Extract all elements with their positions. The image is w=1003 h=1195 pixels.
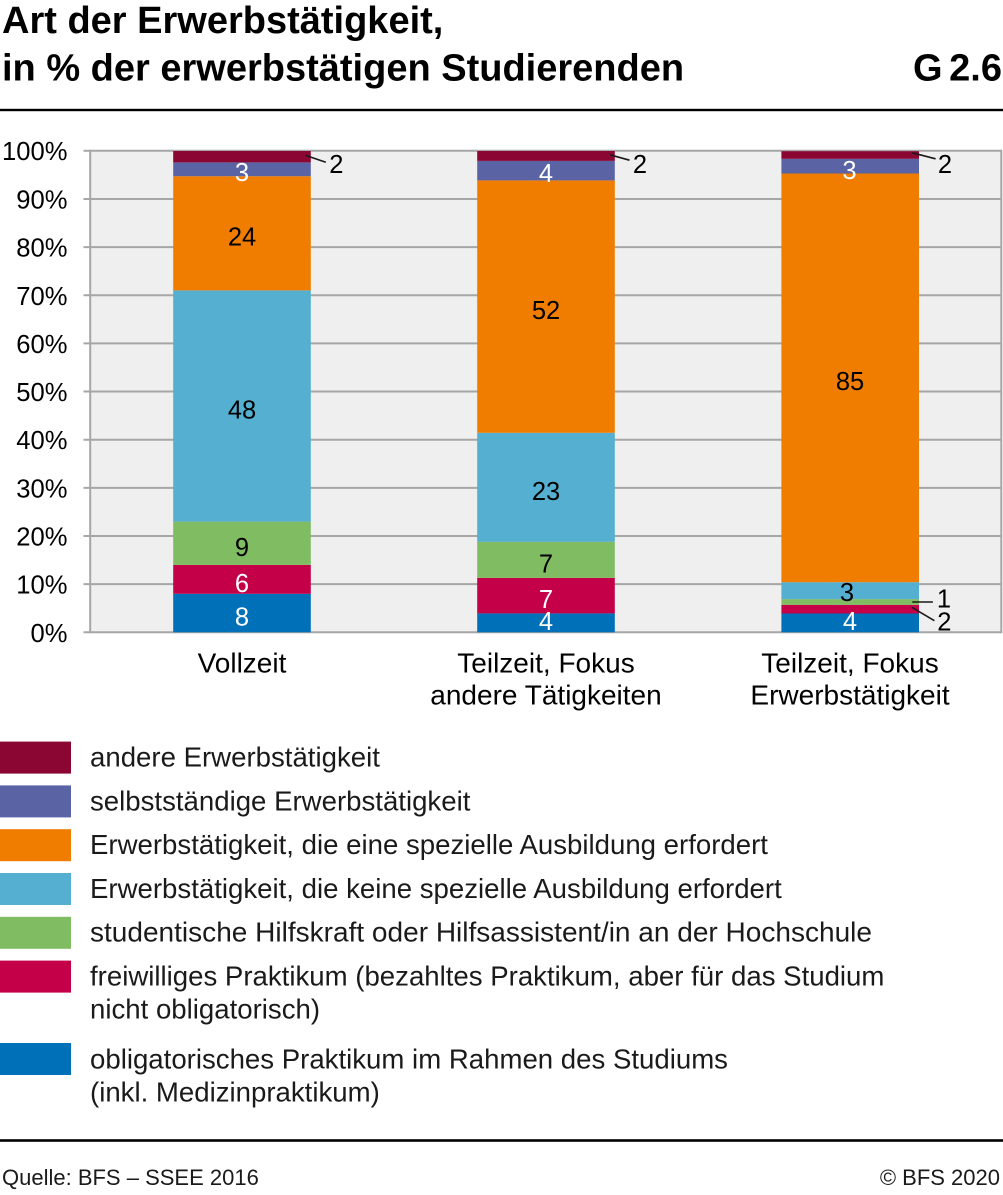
- svg-text:Erwerbstätigkeit, die keine sp: Erwerbstätigkeit, die keine spezielle Au…: [90, 873, 782, 904]
- svg-text:Vollzeit: Vollzeit: [198, 648, 287, 679]
- svg-text:52: 52: [532, 297, 560, 325]
- svg-text:50%: 50%: [16, 379, 67, 407]
- svg-text:30%: 30%: [16, 475, 67, 503]
- svg-text:selbstständige Erwerbstätigkei: selbstständige Erwerbstätigkeit: [90, 785, 471, 816]
- svg-text:3: 3: [840, 579, 854, 607]
- svg-text:2: 2: [633, 151, 647, 179]
- svg-text:90%: 90%: [16, 186, 67, 214]
- svg-text:2: 2: [329, 151, 343, 179]
- svg-text:0%: 0%: [31, 620, 68, 648]
- svg-text:6: 6: [235, 570, 249, 598]
- svg-text:10%: 10%: [16, 572, 67, 600]
- svg-text:andere Erwerbstätigkeit: andere Erwerbstätigkeit: [90, 742, 380, 773]
- svg-text:(inkl. Medizinpraktikum): (inkl. Medizinpraktikum): [90, 1077, 380, 1108]
- svg-text:3: 3: [842, 157, 856, 185]
- svg-text:Quelle: BFS – SSEE 2016: Quelle: BFS – SSEE 2016: [2, 1165, 259, 1190]
- svg-text:4: 4: [539, 608, 553, 636]
- svg-text:© BFS 2020: © BFS 2020: [880, 1165, 1000, 1190]
- svg-text:Erwerbstätigkeit: Erwerbstätigkeit: [750, 680, 949, 711]
- svg-text:24: 24: [228, 223, 256, 251]
- svg-text:G 2.6: G 2.6: [913, 47, 1002, 89]
- svg-text:2: 2: [937, 608, 951, 636]
- svg-text:nicht obligatorisch): nicht obligatorisch): [90, 994, 320, 1025]
- svg-text:20%: 20%: [16, 524, 67, 552]
- svg-text:48: 48: [228, 397, 256, 425]
- svg-text:3: 3: [235, 159, 249, 187]
- svg-text:Art der Erwerbstätigkeit,: Art der Erwerbstätigkeit,: [2, 0, 443, 42]
- svg-text:4: 4: [539, 160, 553, 188]
- svg-text:Teilzeit, Fokus: Teilzeit, Fokus: [761, 648, 938, 679]
- svg-text:7: 7: [539, 586, 553, 614]
- svg-text:9: 9: [235, 534, 249, 562]
- svg-text:andere Tätigkeiten: andere Tätigkeiten: [430, 680, 661, 711]
- svg-text:freiwilliges Praktikum (bezahl: freiwilliges Praktikum (bezahltes Prakti…: [90, 961, 884, 992]
- svg-text:23: 23: [532, 478, 560, 506]
- svg-text:1: 1: [937, 585, 951, 613]
- svg-text:4: 4: [843, 608, 857, 636]
- svg-text:85: 85: [836, 368, 864, 396]
- svg-text:40%: 40%: [16, 427, 67, 455]
- svg-text:80%: 80%: [16, 235, 67, 263]
- svg-text:Teilzeit, Fokus: Teilzeit, Fokus: [457, 648, 634, 679]
- svg-text:studentische Hilfskraft oder H: studentische Hilfskraft oder Hilfsassist…: [90, 917, 872, 948]
- svg-text:70%: 70%: [16, 283, 67, 311]
- svg-text:in % der erwerbstätigen Studie: in % der erwerbstätigen Studierenden: [2, 47, 684, 89]
- svg-text:7: 7: [539, 550, 553, 578]
- svg-text:60%: 60%: [16, 331, 67, 359]
- svg-text:obligatorisches Praktikum im R: obligatorisches Praktikum im Rahmen des …: [90, 1043, 728, 1074]
- svg-text:8: 8: [235, 604, 249, 632]
- svg-text:100%: 100%: [2, 138, 67, 166]
- svg-text:2: 2: [938, 151, 952, 179]
- svg-text:Erwerbstätigkeit, die eine spe: Erwerbstätigkeit, die eine spezielle Aus…: [90, 829, 768, 860]
